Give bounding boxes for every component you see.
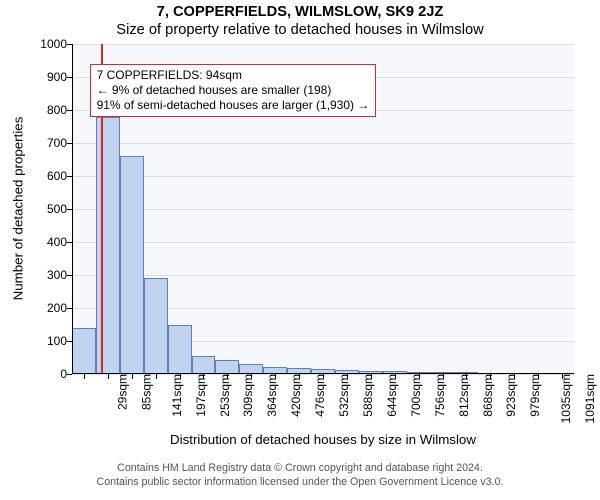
xtick-mark	[514, 374, 515, 379]
ytick-label: 1000	[40, 37, 72, 51]
xtick-mark	[323, 374, 324, 379]
gridline	[72, 275, 574, 276]
histogram-bar	[144, 278, 168, 374]
chart-area: 7 COPPERFIELDS: 94sqm← 9% of detached ho…	[72, 44, 574, 374]
histogram-bar	[96, 117, 120, 374]
xtick-mark	[227, 374, 228, 379]
xtick-mark	[156, 374, 157, 379]
xtick-label: 141sqm	[165, 374, 184, 417]
xtick-mark	[180, 374, 181, 379]
xtick-label: 364sqm	[261, 374, 280, 417]
xtick-mark	[490, 374, 491, 379]
xtick-label: 85sqm	[134, 374, 153, 410]
xtick-mark	[275, 374, 276, 379]
xtick-mark	[419, 374, 420, 379]
xtick-mark	[538, 374, 539, 379]
footer-line2: Contains public sector information licen…	[0, 476, 600, 488]
annotation-line: ← 9% of detached houses are smaller (198…	[97, 83, 370, 98]
x-axis-line	[72, 373, 574, 374]
footer-line1: Contains HM Land Registry data © Crown c…	[0, 462, 600, 474]
ytick-label: 400	[47, 235, 72, 249]
xtick-mark	[203, 374, 204, 379]
xtick-label: 644sqm	[380, 374, 399, 417]
xtick-label: 29sqm	[110, 374, 129, 410]
xtick-label: 253sqm	[213, 374, 232, 417]
annotation-box: 7 COPPERFIELDS: 94sqm← 9% of detached ho…	[90, 64, 377, 117]
xtick-label: 812sqm	[452, 374, 471, 417]
xtick-mark	[443, 374, 444, 379]
xtick-label: 588sqm	[356, 374, 375, 417]
x-axis-title: Distribution of detached houses by size …	[72, 432, 574, 447]
page-title-line1: 7, COPPERFIELDS, WILMSLOW, SK9 2JZ	[0, 4, 600, 20]
xtick-mark	[371, 374, 372, 379]
xtick-label: 1035sqm	[554, 374, 573, 423]
ytick-label: 900	[47, 70, 72, 84]
xtick-label: 700sqm	[404, 374, 423, 417]
histogram-bar	[215, 360, 239, 374]
xtick-mark	[562, 374, 563, 379]
ytick-label: 200	[47, 301, 72, 315]
ytick-label: 100	[47, 334, 72, 348]
ytick-label: 800	[47, 103, 72, 117]
xtick-label: 868sqm	[476, 374, 495, 417]
gridline	[72, 176, 574, 177]
gridline	[72, 143, 574, 144]
xtick-mark	[466, 374, 467, 379]
annotation-line: 91% of semi-detached houses are larger (…	[97, 98, 370, 113]
y-axis-title: Number of detached properties	[11, 79, 26, 339]
xtick-label: 532sqm	[332, 374, 351, 417]
ytick-label: 700	[47, 136, 72, 150]
histogram-bar	[168, 325, 192, 375]
histogram-bar	[120, 156, 144, 374]
gridline	[72, 44, 574, 45]
page-title-line2: Size of property relative to detached ho…	[0, 22, 600, 38]
xtick-mark	[84, 374, 85, 379]
xtick-mark	[347, 374, 348, 379]
gridline	[72, 209, 574, 210]
xtick-mark	[395, 374, 396, 379]
xtick-mark	[299, 374, 300, 379]
histogram-bar	[192, 356, 216, 374]
xtick-label: 476sqm	[308, 374, 327, 417]
xtick-label: 197sqm	[189, 374, 208, 417]
ytick-label: 0	[60, 367, 72, 381]
gridline	[72, 242, 574, 243]
ytick-label: 600	[47, 169, 72, 183]
xtick-mark	[132, 374, 133, 379]
annotation-line: 7 COPPERFIELDS: 94sqm	[97, 68, 370, 83]
xtick-label: 923sqm	[500, 374, 519, 417]
xtick-mark	[108, 374, 109, 379]
ytick-label: 500	[47, 202, 72, 216]
xtick-label: 1091sqm	[578, 374, 597, 423]
ytick-label: 300	[47, 268, 72, 282]
xtick-label: 756sqm	[428, 374, 447, 417]
histogram-bar	[72, 328, 96, 374]
xtick-label: 979sqm	[524, 374, 543, 417]
xtick-label: 309sqm	[237, 374, 256, 417]
xtick-mark	[251, 374, 252, 379]
xtick-label: 420sqm	[284, 374, 303, 417]
y-axis-line	[72, 44, 73, 374]
